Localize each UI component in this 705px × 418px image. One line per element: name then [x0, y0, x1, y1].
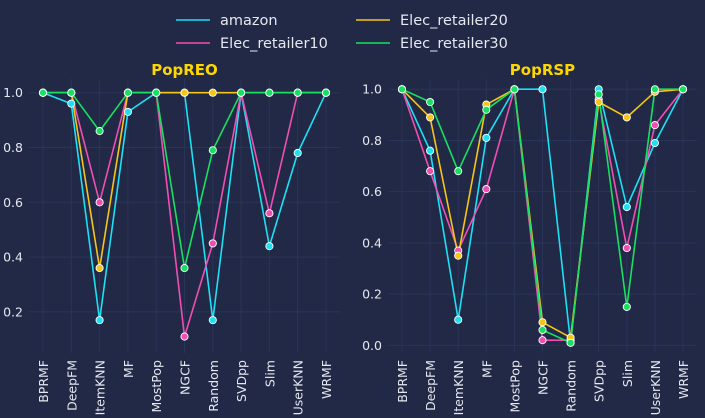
- y-tick-label: 0.6: [3, 195, 23, 210]
- legend-label-4: Elec_retailer30: [400, 36, 508, 52]
- data-point: [650, 138, 659, 148]
- data-point: [454, 167, 463, 176]
- data-point: [426, 113, 435, 122]
- data-point: [67, 88, 76, 97]
- data-point: [454, 315, 463, 324]
- y-tick-label: 0.8: [362, 133, 382, 148]
- y-tick-label: 1.0: [362, 82, 382, 97]
- chart-title: PopREO: [151, 61, 218, 79]
- x-tick-label: UserKNN: [291, 360, 306, 415]
- data-point: [123, 88, 132, 97]
- x-tick-label: SVDpp: [592, 360, 607, 402]
- x-tick-label: Slim: [620, 360, 635, 387]
- data-point: [265, 242, 274, 251]
- data-point: [650, 121, 659, 130]
- data-point: [265, 88, 274, 97]
- data-point: [538, 325, 547, 335]
- data-point: [180, 88, 189, 97]
- data-point: [208, 239, 217, 248]
- data-point: [208, 146, 217, 155]
- data-point: [622, 243, 631, 253]
- data-point: [622, 113, 631, 122]
- legend-label-3: Elec_retailer20: [400, 13, 508, 29]
- data-point: [622, 202, 631, 212]
- data-point: [482, 133, 491, 142]
- x-tick-label: WRMF: [676, 360, 691, 399]
- data-point: [482, 185, 491, 194]
- data-point: [650, 85, 659, 94]
- data-point: [566, 338, 575, 347]
- data-point: [293, 148, 302, 158]
- x-tick-label: BPRMF: [36, 360, 51, 403]
- data-point: [208, 88, 217, 97]
- legend-label-2: Elec_retailer10: [220, 36, 328, 52]
- data-point: [510, 85, 519, 94]
- data-point: [237, 88, 246, 97]
- data-point: [67, 99, 76, 108]
- x-tick-label: MF: [479, 360, 494, 378]
- y-tick-label: 0.2: [3, 304, 23, 319]
- data-point: [123, 107, 132, 116]
- x-tick-label: WRMF: [319, 360, 334, 399]
- data-point: [622, 302, 631, 311]
- x-tick-label: ItemKNN: [93, 360, 108, 415]
- data-point: [208, 316, 217, 325]
- data-point: [678, 85, 688, 94]
- data-point: [95, 127, 104, 136]
- x-tick-label: DeepFM: [423, 360, 438, 411]
- x-tick-label: NGCF: [178, 360, 193, 395]
- data-point: [180, 332, 189, 341]
- y-tick-label: 0.8: [3, 140, 23, 155]
- y-tick-label: 0.2: [362, 287, 382, 302]
- x-tick-label: MostPop: [507, 360, 522, 413]
- x-tick-label: SVDpp: [234, 360, 249, 402]
- data-point: [426, 146, 435, 155]
- panel-1: PopREO 0.2 0.4 0.6 0.8 1.0 BPRMF DeepFM ItemKNN M…: [3, 61, 340, 415]
- y-tick-label: 0.0: [362, 338, 382, 353]
- x-tick-label: NGCF: [536, 360, 551, 395]
- x-tick-label: DeepFM: [64, 360, 79, 411]
- data-point: [180, 264, 189, 273]
- y-tick-label: 0.6: [362, 184, 382, 199]
- x-tick-label: MF: [121, 360, 136, 378]
- x-tick-label: Random: [206, 360, 221, 412]
- data-point: [594, 97, 603, 107]
- legend: amazon Elec_retailer10 Elec_retailer20 Elec…: [176, 13, 508, 52]
- data-point: [482, 105, 491, 114]
- x-tick-label: Slim: [262, 360, 277, 387]
- data-point: [397, 85, 407, 94]
- y-tick-label: 0.4: [3, 250, 23, 265]
- data-point: [454, 251, 463, 260]
- legend-label-1: amazon: [220, 13, 278, 29]
- data-point: [594, 90, 603, 99]
- x-tick-label: BPRMF: [395, 360, 410, 403]
- y-tick-label: 0.4: [362, 235, 382, 250]
- data-point: [95, 264, 104, 273]
- data-point: [538, 318, 547, 327]
- data-point: [293, 88, 302, 97]
- panel-2: PopRSP 0.0 0.2 0.4 0.6 0.8 1.0 BPRMF DeepFM ItemK…: [362, 61, 697, 415]
- data-point: [538, 85, 547, 94]
- data-point: [152, 88, 161, 97]
- x-tick-label: MostPop: [149, 360, 164, 413]
- data-point: [95, 198, 104, 207]
- data-point: [95, 316, 104, 325]
- data-point: [38, 88, 48, 97]
- data-point: [265, 209, 274, 218]
- x-tick-label: Random: [564, 360, 579, 412]
- data-point: [538, 336, 547, 345]
- chart-title: PopRSP: [510, 61, 575, 79]
- x-tick-label: UserKNN: [648, 360, 663, 415]
- x-tick-label: ItemKNN: [451, 360, 466, 415]
- data-point: [426, 97, 435, 107]
- data-point: [321, 88, 331, 97]
- data-point: [426, 167, 435, 176]
- y-tick-label: 1.0: [3, 85, 23, 100]
